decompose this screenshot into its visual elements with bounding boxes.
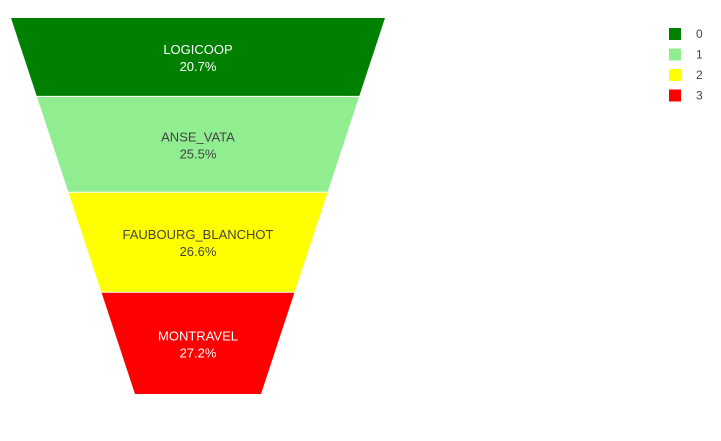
segment-category-label: ANSE_VATA xyxy=(161,129,235,144)
legend-item-0[interactable]: 0 xyxy=(669,27,703,41)
legend-swatch xyxy=(669,48,681,61)
legend-item-2[interactable]: 2 xyxy=(669,68,703,82)
segment-category-label: MONTRAVEL xyxy=(158,328,238,343)
legend-item-3[interactable]: 3 xyxy=(669,89,703,103)
legend-label: 2 xyxy=(696,68,703,82)
legend-swatch xyxy=(669,89,681,102)
funnel-segment-anse-vata[interactable] xyxy=(36,96,360,192)
legend-swatch xyxy=(669,69,681,81)
segment-category-label: LOGICOOP xyxy=(163,42,232,57)
segment-percent-label: 27.2% xyxy=(180,345,217,360)
segment-percent-label: 20.7% xyxy=(180,59,217,74)
legend-label: 0 xyxy=(696,27,703,41)
funnel-segment-faubourg-blanchot[interactable] xyxy=(68,192,328,292)
segment-category-label: FAUBOURG_BLANCHOT xyxy=(123,227,274,242)
segment-percent-label: 26.6% xyxy=(180,244,217,259)
legend-label: 1 xyxy=(696,48,703,62)
funnel-segment-logicoop[interactable] xyxy=(11,18,385,96)
funnel-segment-montravel[interactable] xyxy=(101,292,295,394)
legend-swatch xyxy=(669,28,681,40)
legend-item-1[interactable]: 1 xyxy=(669,48,703,62)
segment-percent-label: 25.5% xyxy=(180,146,217,161)
legend-label: 3 xyxy=(696,89,703,103)
